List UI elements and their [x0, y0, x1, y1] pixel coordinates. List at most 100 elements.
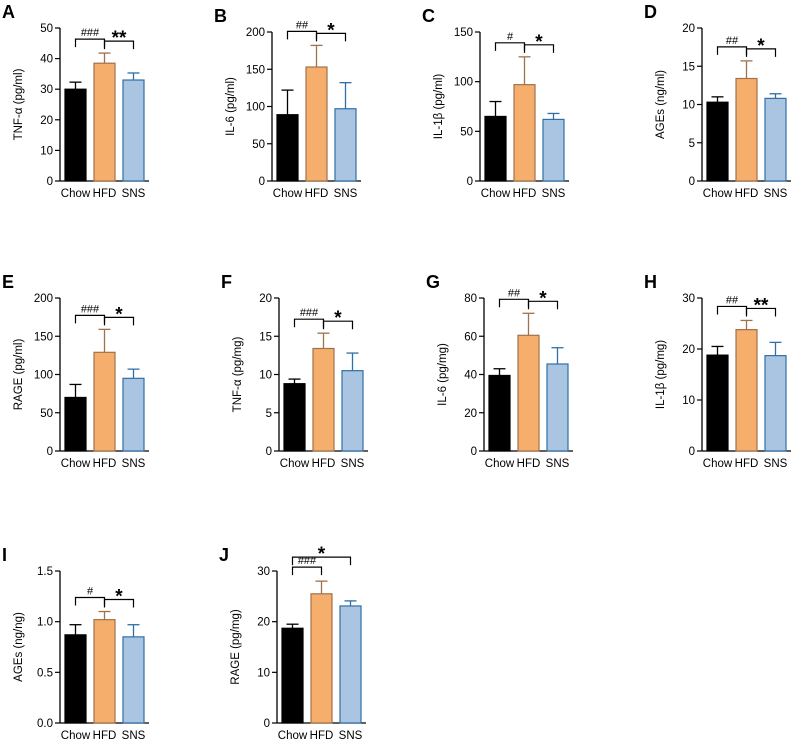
panel-b-sig-bracket	[315, 32, 347, 42]
panel-g-bar-chow	[488, 374, 511, 452]
panel-b-sig-label: ##	[296, 19, 309, 31]
panel-h-sig-label: **	[754, 295, 769, 316]
panel-b-x-tick-label: SNS	[334, 188, 358, 200]
panel-d-bar-sns	[764, 97, 787, 182]
panel-j-bar-sns	[339, 605, 362, 724]
panel-f-letter: F	[221, 272, 232, 292]
panel-d-x-tick-label: SNS	[764, 188, 788, 200]
panel-f-y-tick-label: 0	[266, 446, 272, 458]
panel-f-x-tick-label: HFD	[312, 458, 336, 470]
panel-g-bar-hfd	[517, 334, 540, 452]
panel-e-sig-bracket	[74, 314, 106, 324]
panel-i-bar-hfd	[93, 619, 116, 724]
panel-j-bar-chow	[281, 627, 304, 724]
panel-c-bar-chow	[484, 115, 507, 182]
panel-d-bar-hfd	[735, 77, 758, 182]
panel-h-sig-bracket	[716, 305, 748, 315]
panel-h-x-tick-label: SNS	[764, 458, 788, 470]
panel-e-x-tick-label: HFD	[93, 458, 117, 470]
panel-g-y-tick-label: 20	[464, 408, 477, 420]
panel-c-x-tick-label: SNS	[542, 188, 566, 200]
panel-f-sig-label: ###	[300, 307, 319, 319]
panel-d-sig-label: ##	[726, 35, 739, 47]
panel-f-y-tick-label: 10	[259, 370, 272, 382]
panel-j-bar-hfd	[310, 593, 333, 724]
panel-c-letter: C	[422, 6, 435, 26]
panel-i-x-tick-label: SNS	[122, 730, 146, 742]
panel-e-sig-label: *	[115, 304, 123, 325]
panel-a-sig-label: **	[112, 28, 127, 49]
panel-a-y-tick-label: 10	[40, 145, 53, 157]
panel-c-y-tick-label: 50	[460, 126, 473, 138]
panel-j-sig-label: ###	[298, 555, 317, 567]
panel-e-bar-hfd	[93, 351, 116, 452]
panel-g-letter: G	[426, 272, 440, 292]
panel-j-y-tick-label: 30	[257, 566, 270, 578]
panel-b-bar-chow	[276, 114, 299, 182]
panel-c-y-tick-label: 150	[454, 27, 473, 39]
panel-j-x-tick-label: HFD	[310, 730, 334, 742]
panel-c-x-tick-label: HFD	[513, 188, 537, 200]
panel-b-x-tick-label: HFD	[305, 188, 329, 200]
panel-h-y-tick-label: 10	[682, 395, 695, 407]
panel-f-sig-bracket	[322, 320, 354, 330]
panel-a-x-tick-label: SNS	[122, 188, 146, 200]
panel-j-x-tick-label: Chow	[278, 730, 308, 742]
panel-e-x-tick-label: Chow	[61, 458, 91, 470]
panel-c-sig-label: *	[535, 32, 543, 53]
panel-b-bar-sns	[334, 108, 357, 182]
panel-i-y-tick-label: 0.5	[37, 667, 53, 679]
panel-c-bar-sns	[542, 118, 565, 182]
panel-a-sig-bracket	[103, 40, 135, 50]
panel-a-letter: A	[2, 2, 15, 22]
panel-j-x-tick-label: SNS	[339, 730, 363, 742]
panel-d-y-tick-label: 5	[689, 138, 695, 150]
panel-b-y-tick-label: 50	[252, 139, 265, 151]
panel-h-bar-sns	[764, 355, 787, 452]
panel-g-y-tick-label: 0	[471, 446, 477, 458]
panel-i-bar-sns	[122, 636, 145, 724]
panel-f-bar-sns	[341, 370, 364, 452]
panel-a-y-tick-label: 40	[40, 54, 53, 66]
panel-h-sig-bracket	[745, 307, 777, 317]
panel-g-bar-sns	[546, 363, 569, 452]
panel-h-y-label: IL-1β (pg/mg)	[655, 340, 667, 409]
panel-g-y-label: IL-6 (pg/mg)	[437, 343, 449, 406]
panel-j-y-tick-label: 20	[257, 617, 270, 629]
panel-e-y-tick-label: 100	[34, 370, 53, 382]
panel-i-sig-label: #	[87, 586, 94, 598]
panel-e-bar-chow	[64, 396, 87, 452]
panel-i-x-tick-label: HFD	[93, 730, 117, 742]
panel-f-bar-hfd	[312, 347, 335, 452]
panel-j-letter: J	[219, 545, 229, 565]
panel-a-bar-sns	[122, 79, 145, 182]
panel-i-y-label: AGEs (ng/ng)	[13, 612, 25, 682]
panel-c-sig-bracket	[523, 44, 555, 53]
panel-f-sig-bracket	[293, 318, 325, 328]
panel-a-y-label: TNF-α (pg/ml)	[13, 68, 25, 140]
panel-h-y-tick-label: 0	[689, 446, 695, 458]
panel-a-bar-chow	[64, 88, 87, 182]
panel-c-sig-label: #	[507, 31, 514, 43]
panel-g-x-tick-label: Chow	[485, 458, 515, 470]
panel-a-x-tick-label: HFD	[93, 188, 117, 200]
panel-h-bar-chow	[706, 354, 729, 452]
panel-b-y-label: IL-6 (pg/ml)	[225, 77, 237, 136]
panel-g-sig-bracket	[498, 298, 530, 308]
panel-g-y-tick-label: 60	[464, 331, 477, 343]
panel-j-y-tick-label: 0	[264, 718, 270, 730]
panel-a-sig-label: ###	[81, 27, 100, 39]
panel-i-y-tick-label: 0.0	[37, 718, 53, 730]
panel-j-y-label: RAGE (pg/mg)	[230, 609, 242, 685]
panel-i-letter: I	[2, 545, 7, 565]
panel-i-y-tick-label: 1.5	[37, 566, 53, 578]
panel-e-y-tick-label: 200	[34, 293, 53, 305]
panel-e-y-tick-label: 0	[47, 446, 53, 458]
panel-d-y-tick-label: 15	[682, 61, 695, 73]
panel-d-sig-label: *	[757, 36, 765, 57]
panel-a-bar-hfd	[93, 62, 116, 182]
panel-d-sig-bracket	[716, 46, 748, 55]
panel-e-y-tick-label: 150	[34, 331, 53, 343]
panel-h-letter: H	[644, 272, 657, 292]
